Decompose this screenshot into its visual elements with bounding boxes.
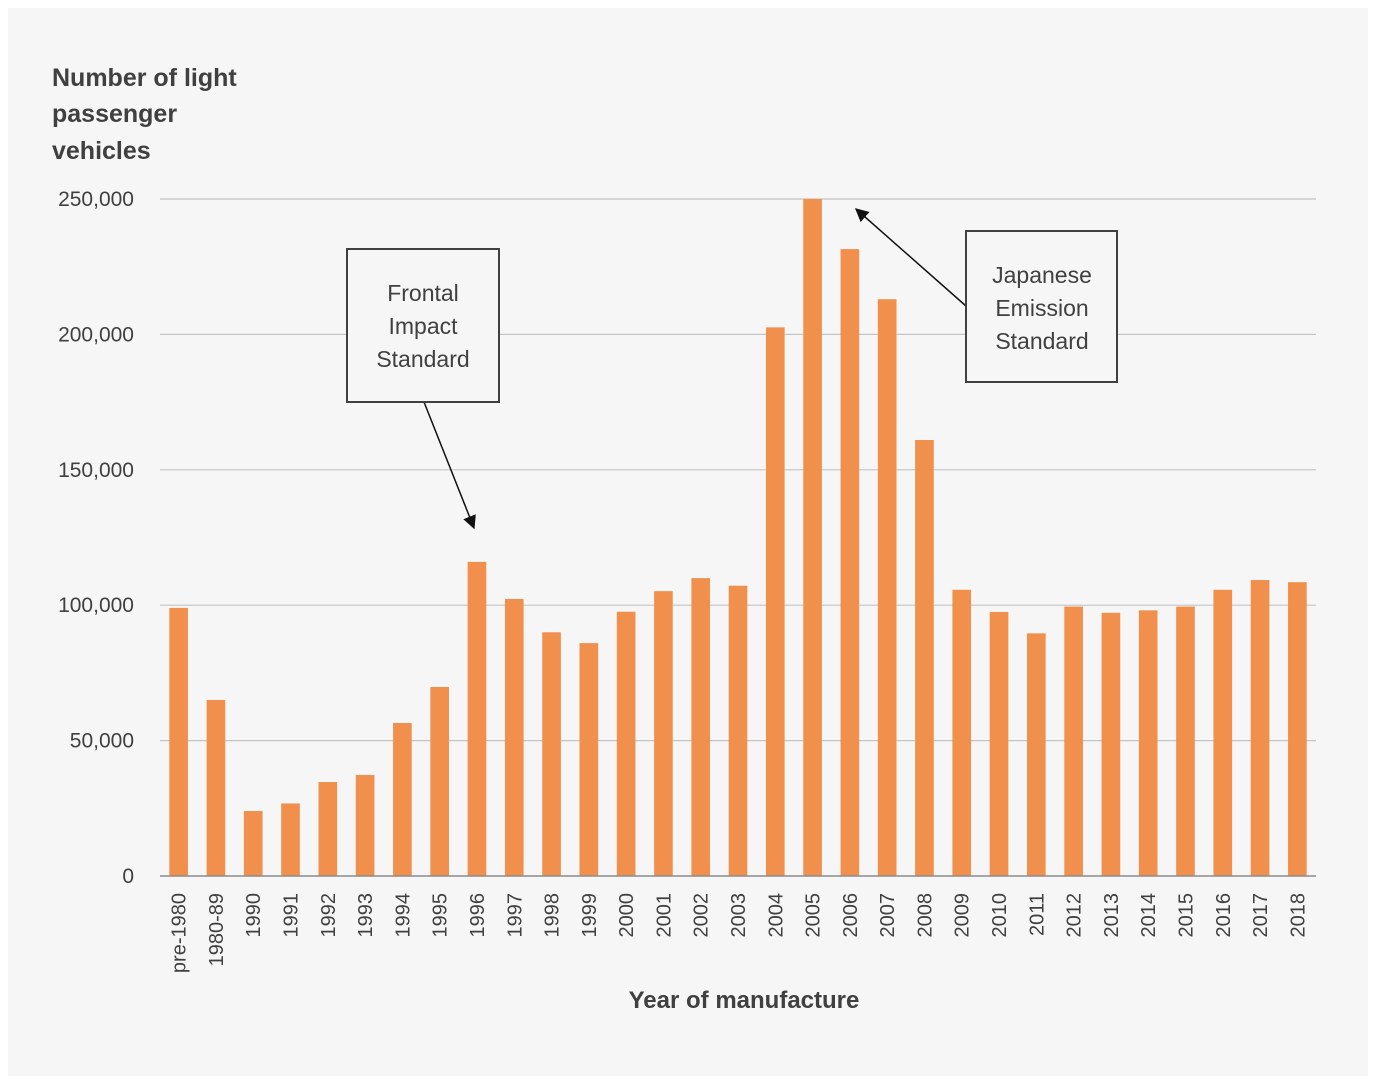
x-tick-label: 1993 — [355, 893, 377, 938]
x-tick-label: 2000 — [616, 893, 638, 938]
annotation-line: Emission — [995, 295, 1088, 321]
annotation-frontal-impact: Frontal Impact Standard — [346, 248, 500, 530]
bar — [393, 722, 412, 876]
bar — [206, 699, 226, 876]
x-tick-label: 1996 — [467, 893, 489, 938]
bar — [877, 299, 897, 876]
x-tick-label: 2017 — [1250, 893, 1272, 938]
annotation-line: Standard — [995, 328, 1088, 354]
x-tick-label: 1991 — [281, 893, 303, 938]
y-tick-label: 0 — [122, 865, 134, 888]
bar — [952, 589, 972, 876]
x-tick-label: 2012 — [1064, 893, 1086, 938]
annotation-line: Standard — [376, 346, 469, 372]
bar — [1138, 610, 1158, 876]
annotation-line: Impact — [388, 313, 458, 339]
x-tick-label: 1999 — [579, 893, 601, 938]
bar — [1101, 612, 1121, 876]
bar — [1250, 580, 1270, 876]
y-tick-label: 250,000 — [58, 188, 134, 211]
annotation-line: Japanese — [992, 262, 1092, 288]
annotation-box — [346, 248, 500, 403]
annotation-box — [965, 230, 1118, 383]
bar — [430, 686, 449, 876]
x-tick-label: 1995 — [430, 893, 452, 938]
y-axis-title-line: vehicles — [52, 137, 151, 165]
x-tick-label: 2001 — [653, 893, 675, 938]
y-tick-label: 200,000 — [58, 323, 134, 346]
x-tick-label: 2003 — [728, 893, 750, 938]
annotation-japanese-emission: Japanese Emission Standard — [854, 208, 1118, 383]
y-tick-label: 50,000 — [70, 730, 134, 753]
bar — [467, 561, 487, 876]
x-tick-label: 2011 — [1026, 893, 1048, 936]
bar — [1288, 582, 1307, 876]
x-tick-label: 1990 — [243, 893, 265, 938]
x-tick-label: 2015 — [1175, 893, 1197, 938]
annotation-arrow — [423, 401, 476, 530]
x-tick-label: 2004 — [765, 893, 787, 938]
annotation-line: Frontal — [387, 280, 459, 306]
x-tick-label: 1998 — [542, 893, 564, 938]
x-axis-title: Year of manufacture — [629, 987, 860, 1014]
bar — [1027, 633, 1046, 876]
x-tick-label: 2016 — [1213, 893, 1235, 938]
y-axis-title: Number of light passenger vehicles — [52, 64, 237, 165]
x-tick-label: 2013 — [1101, 893, 1123, 938]
bar — [1064, 606, 1083, 876]
x-tick-label: 1992 — [318, 893, 340, 938]
x-tick-label: 2018 — [1287, 893, 1309, 938]
x-tick-label: 2005 — [803, 893, 825, 938]
bar — [1176, 606, 1195, 876]
bar — [915, 440, 934, 876]
x-tick-label: 2006 — [840, 893, 862, 938]
x-tick-label: 2008 — [914, 893, 936, 938]
x-tick-label: 2014 — [1138, 893, 1160, 938]
y-tick-labels: 0 50,000 100,000 150,000 200,000 250,000 — [58, 188, 134, 888]
bar — [728, 585, 748, 876]
x-tick-labels: pre-1980 1980-89 1990 1991 1992 1993 1994 1995 1… — [169, 893, 1310, 973]
x-tick-label: 1997 — [504, 893, 526, 938]
bar — [281, 803, 300, 876]
bar — [169, 607, 188, 876]
bar — [1213, 589, 1233, 876]
bar — [504, 598, 524, 876]
x-tick-label: 2007 — [877, 893, 899, 938]
bars — [169, 199, 1307, 876]
bar — [318, 782, 338, 876]
bar — [803, 199, 822, 876]
bar — [765, 327, 785, 876]
y-tick-label: 150,000 — [58, 459, 134, 482]
y-axis-title-line: passenger — [52, 100, 177, 128]
bar — [579, 643, 599, 876]
bar — [243, 811, 263, 876]
y-tick-label: 100,000 — [58, 594, 134, 617]
x-tick-label: 2002 — [691, 893, 713, 938]
bar — [616, 611, 636, 876]
bar — [989, 611, 1009, 876]
annotation-arrow — [854, 208, 967, 307]
x-tick-label: 1980-89 — [206, 893, 228, 966]
bar — [355, 774, 375, 876]
x-tick-label: 2009 — [952, 893, 974, 938]
x-tick-label: pre-1980 — [169, 893, 191, 973]
chart-panel — [8, 8, 1368, 1076]
x-tick-label: 1994 — [392, 893, 414, 938]
bar — [840, 249, 860, 876]
bar — [654, 591, 673, 876]
bar — [542, 632, 561, 876]
x-tick-label: 2010 — [989, 893, 1011, 938]
bar — [691, 578, 711, 876]
y-axis-title-line: Number of light — [52, 64, 237, 92]
